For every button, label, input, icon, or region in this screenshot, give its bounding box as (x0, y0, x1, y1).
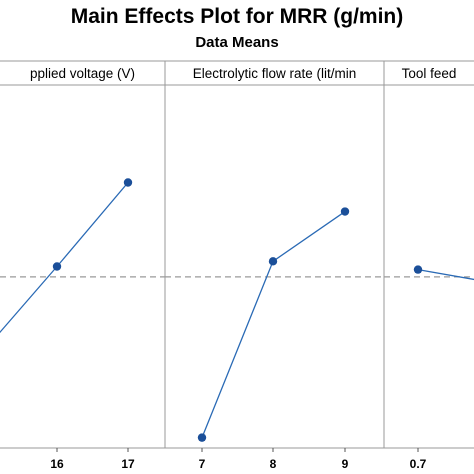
panel-label: Electrolytic flow rate (lit/min (193, 66, 357, 81)
data-point-17 (123, 178, 133, 187)
panel-header-box (164, 60, 385, 86)
x-tick-label: 16 (50, 457, 64, 471)
chart-subtitle: Data Means (195, 34, 278, 51)
x-tick-label: 8 (270, 457, 277, 471)
data-point-16 (52, 262, 62, 271)
chart-title: Main Effects Plot for MRR (g/min) (71, 5, 404, 28)
data-point-0.7 (413, 265, 423, 274)
data-point-9 (340, 207, 350, 216)
effect-line (201, 210, 346, 438)
panels-layer: pplied voltage (V) 16 17 Electrolytic flow … (0, 60, 474, 471)
x-tick-label: 17 (121, 457, 135, 471)
data-point-7 (197, 433, 207, 442)
panel-plot-box (383, 84, 474, 449)
x-tick-label: 0.7 (410, 457, 427, 471)
panel-3: Tool feed 0.7 (383, 60, 474, 471)
panel-label: Tool feed (402, 66, 457, 81)
panel-plot-box (164, 84, 385, 449)
panel-label: pplied voltage (V) (30, 66, 135, 81)
effect-line (417, 268, 474, 281)
x-tick-label: 7 (199, 457, 206, 471)
x-tick-label: 9 (342, 457, 349, 471)
data-point-8 (268, 257, 278, 266)
effect-line (0, 182, 129, 334)
panel-1: pplied voltage (V) 16 17 (0, 60, 166, 471)
panel-plot-box (0, 84, 166, 449)
panel-2: Electrolytic flow rate (lit/min 7 8 9 (164, 60, 385, 471)
panel-header-box (383, 60, 474, 86)
